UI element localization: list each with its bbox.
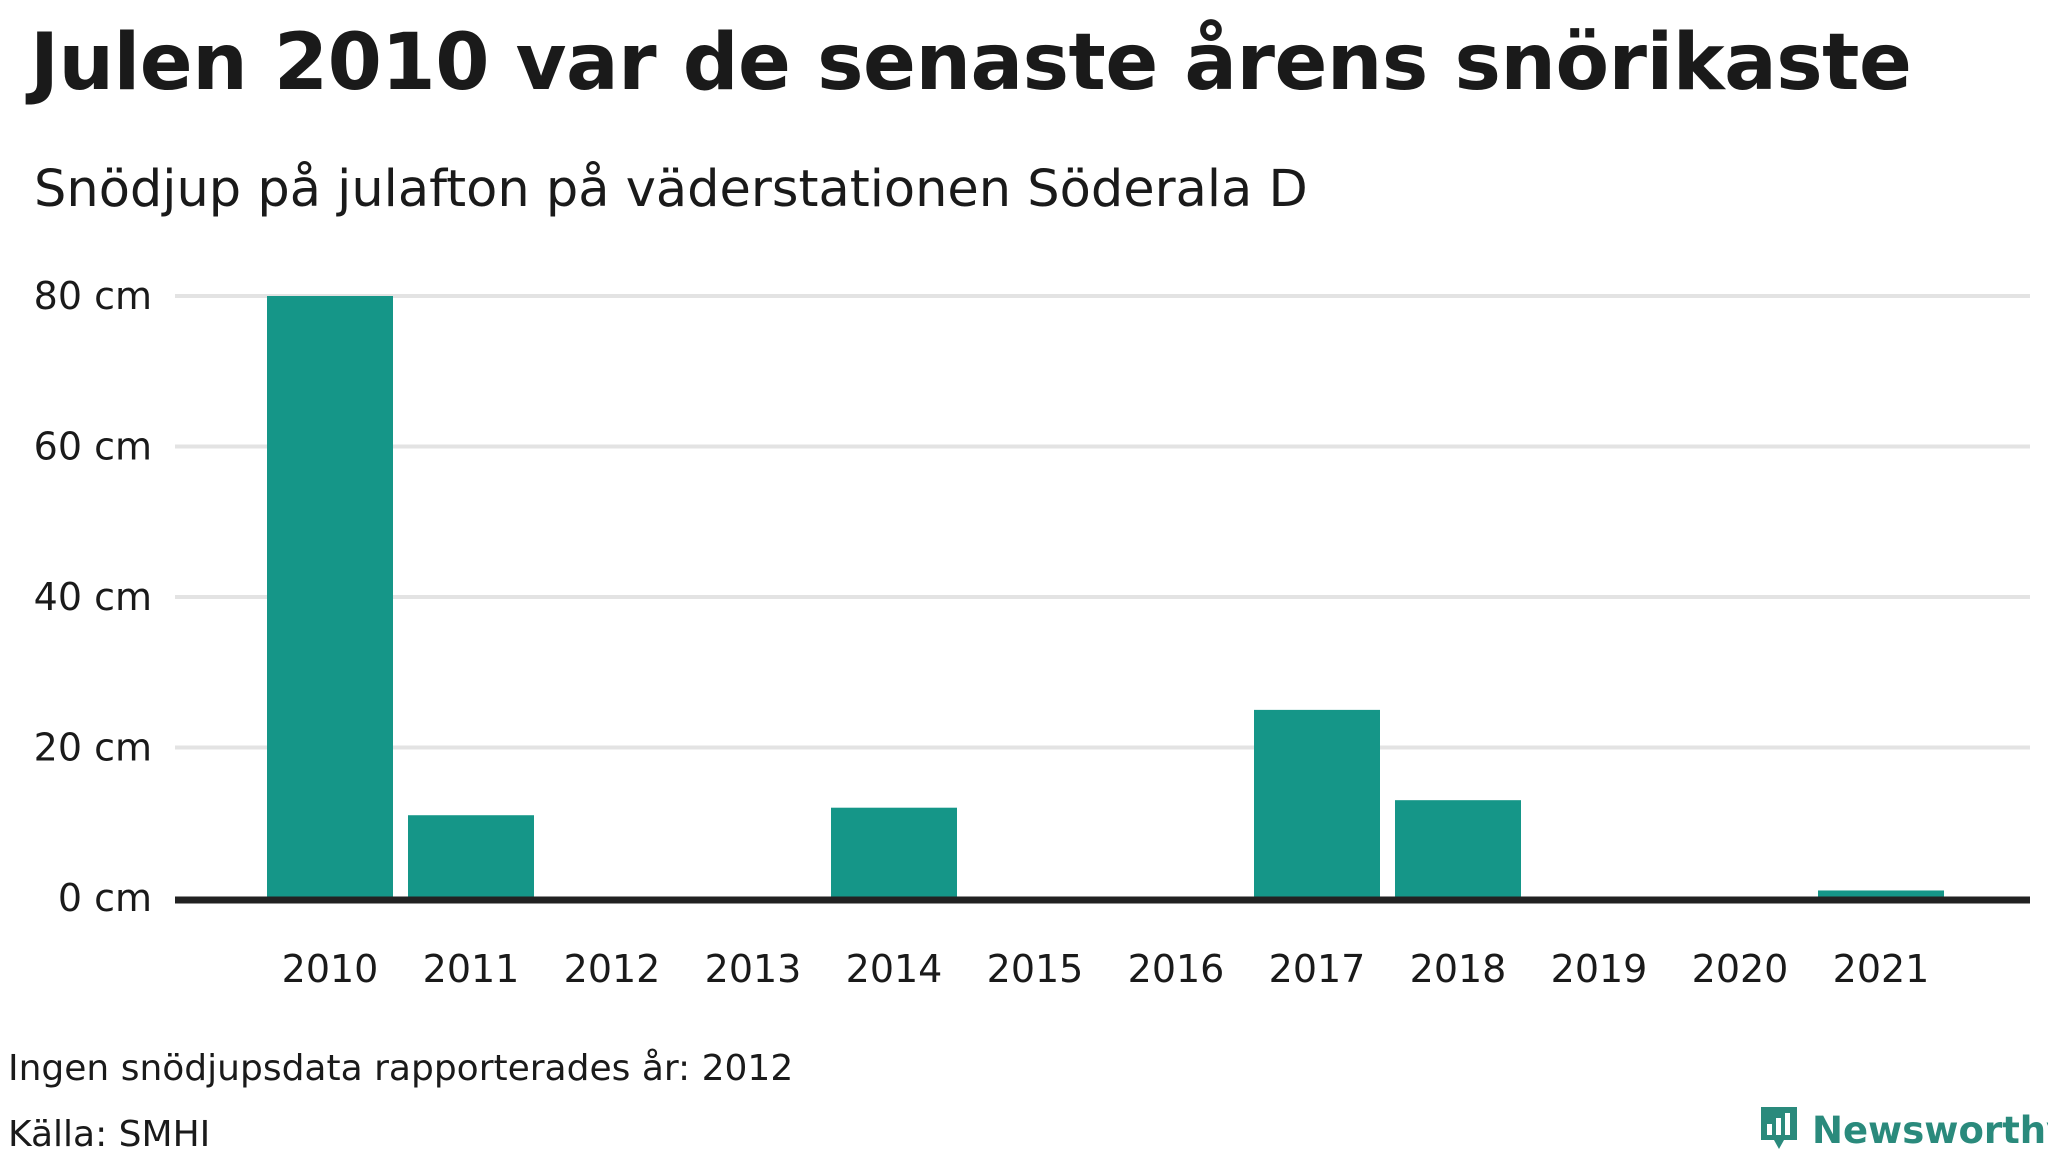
bar-chart: 0 cm 20 cm 40 cm 60 cm 80 cm 2010 2011 2012 2013… xyxy=(34,274,2030,991)
bar-2017 xyxy=(1254,709,1380,898)
bar-chart-logo-icon xyxy=(1758,1104,1800,1156)
bars xyxy=(267,296,1944,898)
x-tick-label: 2012 xyxy=(564,947,661,991)
y-tick-label: 0 cm xyxy=(58,876,152,920)
footnote-missing-data: Ingen snödjupsdata rapporterades år: 201… xyxy=(8,1048,794,1089)
x-tick-label: 2019 xyxy=(1551,947,1648,991)
bar-2010 xyxy=(267,296,393,898)
y-tick-label: 60 cm xyxy=(34,425,152,469)
y-tick-label: 80 cm xyxy=(34,274,152,318)
x-tick-label: 2020 xyxy=(1692,947,1789,991)
x-tick-label: 2015 xyxy=(987,947,1084,991)
x-tick-label: 2011 xyxy=(423,947,520,991)
bar-2011 xyxy=(408,815,534,898)
x-tick-label: 2021 xyxy=(1833,947,1930,991)
x-tick-label: 2017 xyxy=(1269,947,1366,991)
x-tick-label: 2013 xyxy=(705,947,802,991)
brand-name: Newsworthy xyxy=(1812,1108,2048,1152)
source-credit: Källa: SMHI xyxy=(8,1114,211,1155)
x-tick-label: 2016 xyxy=(1128,947,1225,991)
chart-subtitle: Snödjup på julafton på väderstationen Sö… xyxy=(34,160,1308,219)
y-tick-label: 40 cm xyxy=(34,575,152,619)
bar-2014 xyxy=(831,807,957,898)
bar-2021 xyxy=(1818,890,1944,898)
axes: 0 cm 20 cm 40 cm 60 cm 80 cm 2010 2011 2012 2013… xyxy=(34,274,2030,991)
chart-title: Julen 2010 var de senaste årens snörikas… xyxy=(30,18,1912,108)
x-tick-label: 2018 xyxy=(1410,947,1507,991)
bar-2018 xyxy=(1395,800,1521,898)
x-tick-label: 2010 xyxy=(282,947,379,991)
grid-lines xyxy=(175,294,2030,750)
x-tick-label: 2014 xyxy=(846,947,943,991)
newsworthy-logo: Newsworthy xyxy=(1758,1104,2048,1156)
y-tick-label: 20 cm xyxy=(34,726,152,770)
